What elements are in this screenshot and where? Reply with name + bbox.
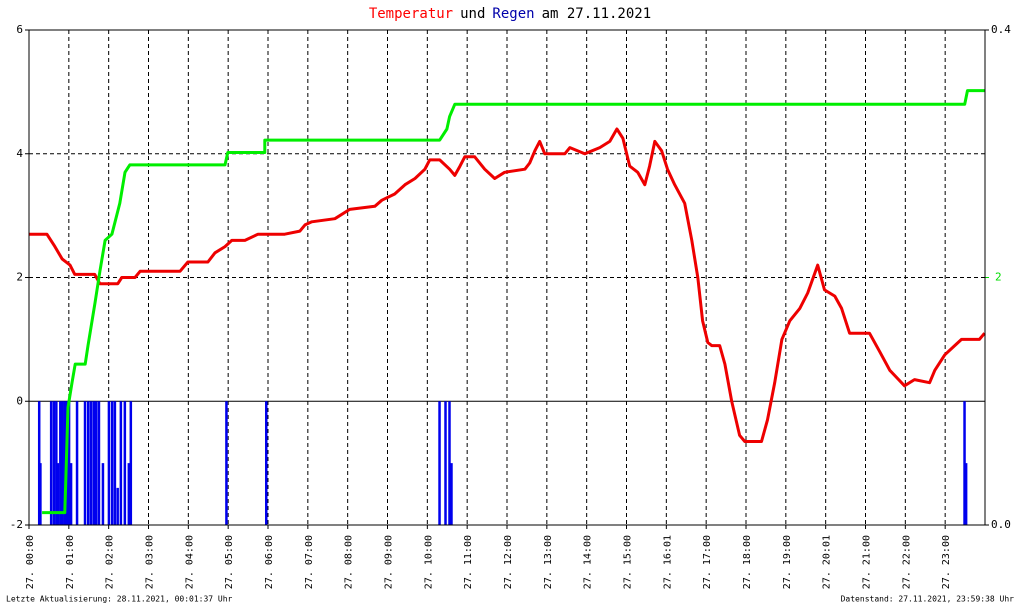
rain-bar bbox=[83, 401, 87, 525]
x-tick-label: 27. 18:00 bbox=[742, 535, 753, 589]
rain-bar bbox=[448, 401, 451, 525]
x-tick-label: 27. 11:00 bbox=[463, 535, 474, 589]
rain-bar bbox=[116, 487, 119, 525]
rain-bar bbox=[113, 401, 117, 525]
rain-bar bbox=[97, 401, 101, 525]
x-tick-label: 27. 19:00 bbox=[782, 535, 793, 589]
rain-bar bbox=[964, 463, 968, 525]
rain-bar bbox=[94, 401, 98, 525]
rain-bar bbox=[101, 463, 105, 525]
rain-bar bbox=[52, 401, 56, 525]
footer-right: Datenstand: 27.11.2021, 23:59:38 Uhr bbox=[841, 595, 1015, 604]
rain-bar bbox=[127, 463, 131, 525]
title-part: am 27.11.2021 bbox=[542, 6, 652, 22]
x-tick-label: 27. 05:00 bbox=[224, 535, 235, 589]
x-tick-label: 27. 22:00 bbox=[901, 535, 912, 589]
rain-bar bbox=[55, 401, 58, 525]
y-tick-label: 4 bbox=[16, 147, 23, 160]
rain-bar bbox=[129, 401, 133, 525]
rain-bar bbox=[107, 401, 111, 525]
rain-bar bbox=[438, 401, 441, 525]
rain-bar bbox=[110, 401, 114, 525]
rain-bar bbox=[49, 401, 53, 525]
series-line bbox=[29, 127, 986, 443]
title-part: Regen bbox=[492, 6, 534, 22]
x-tick-label: 27. 01:00 bbox=[65, 535, 76, 589]
x-tick-label: 27. 13:00 bbox=[543, 535, 554, 589]
y-tick-label: 2 bbox=[16, 271, 23, 284]
rain-bar bbox=[963, 401, 966, 525]
x-tick-label: 27. 06:00 bbox=[264, 535, 275, 589]
y-tick-label: -2 bbox=[10, 518, 23, 531]
chart-title: Temperatur und Regen am 27.11.2021 bbox=[369, 6, 651, 22]
rain-bar bbox=[56, 463, 60, 525]
title-part: Temperatur bbox=[369, 6, 453, 22]
x-tick-label: 27. 23:00 bbox=[941, 535, 952, 589]
rain-bar bbox=[89, 401, 93, 525]
x-tick-label: 27. 00:00 bbox=[25, 535, 36, 589]
rain-bar bbox=[67, 401, 71, 525]
y-tick-label: 6 bbox=[16, 23, 23, 36]
y2-tick-label: 0.0 bbox=[991, 518, 1011, 531]
rain-bar bbox=[444, 401, 447, 525]
rain-bar bbox=[86, 401, 90, 525]
plot-area: 27. 00:00 27. 01:00 27. 02:00 27. 03:00 27. … bbox=[10, 23, 1011, 589]
y2-tick-label: 0.4 bbox=[991, 23, 1011, 36]
rain-bar bbox=[69, 463, 73, 525]
rain-bar bbox=[123, 401, 127, 525]
x-tick-label: 27. 14:00 bbox=[583, 535, 594, 589]
plot-frame bbox=[28, 29, 986, 526]
title-part: und bbox=[460, 6, 485, 22]
rain-bar bbox=[450, 463, 453, 525]
x-tick-label: 27. 08:00 bbox=[344, 535, 355, 589]
rain-bar bbox=[39, 463, 42, 525]
rain-bar bbox=[265, 401, 268, 525]
x-tick-label: 27. 09:00 bbox=[384, 535, 395, 589]
x-tick-label: 27. 03:00 bbox=[145, 535, 156, 589]
x-tick-label: 27. 02:00 bbox=[105, 535, 116, 589]
x-tick-label: 27. 20:01 bbox=[822, 535, 833, 589]
rain-bar bbox=[225, 401, 228, 525]
x-tick-label: 27. 12:00 bbox=[503, 535, 514, 589]
x-tick-label: 27. 16:01 bbox=[662, 535, 673, 589]
rain-bar bbox=[119, 401, 123, 525]
x-tick-label: 27. 04:00 bbox=[184, 535, 195, 589]
y3-tick-label: 2 bbox=[995, 271, 1002, 284]
y-tick-label: 0 bbox=[16, 394, 23, 407]
x-tick-label: 27. 17:00 bbox=[702, 535, 713, 589]
x-tick-label: 27. 15:00 bbox=[623, 535, 634, 589]
rain-bar bbox=[75, 401, 79, 525]
rain-bar bbox=[61, 401, 64, 525]
series-line bbox=[42, 89, 985, 515]
rain-bar bbox=[92, 401, 96, 525]
x-tick-label: 27. 21:00 bbox=[862, 535, 873, 589]
rain-bar bbox=[59, 401, 62, 525]
footer-left: Letzte Aktualisierung: 28.11.2021, 00:01… bbox=[6, 595, 233, 604]
x-tick-label: 27. 10:00 bbox=[423, 535, 434, 589]
x-tick-label: 27. 07:00 bbox=[304, 535, 315, 589]
